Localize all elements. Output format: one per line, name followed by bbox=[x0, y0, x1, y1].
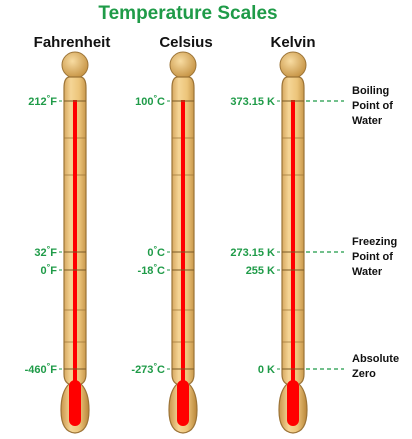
annotation: Freezing Point of Water bbox=[306, 236, 397, 278]
scale-name: Celsius bbox=[159, 34, 212, 51]
mark-unit: F bbox=[50, 364, 57, 376]
mark-value: 273.15 bbox=[230, 247, 264, 259]
annotation: Boiling Point of Water bbox=[306, 85, 393, 127]
mark-label: 373.15 K bbox=[230, 96, 275, 108]
annotation: Absolute Zero bbox=[306, 353, 399, 380]
annotation-line: Boiling bbox=[352, 85, 389, 97]
thermometers: Fahrenheit212°F32°F0°F-460°FCelsius100°C… bbox=[25, 34, 316, 434]
mark-label: -460°F bbox=[25, 361, 58, 376]
mercury-bulb bbox=[69, 380, 81, 426]
mark-unit: F bbox=[50, 247, 57, 259]
annotation-line: Water bbox=[352, 266, 383, 278]
scale-name: Kelvin bbox=[270, 34, 315, 51]
mark-value: -273 bbox=[131, 364, 153, 376]
mark-label: -273°C bbox=[131, 361, 165, 376]
mark-unit: K bbox=[267, 247, 275, 259]
annotation-line: Absolute bbox=[352, 353, 399, 365]
annotation-line: Water bbox=[352, 115, 383, 127]
mark-value: -18 bbox=[138, 265, 154, 277]
mercury-column bbox=[73, 100, 77, 385]
mark-unit: C bbox=[157, 364, 165, 376]
annotation-line: Point of bbox=[352, 251, 393, 263]
mark-unit: K bbox=[267, 96, 275, 108]
mark-label: 255 K bbox=[246, 265, 275, 277]
mark-unit: C bbox=[157, 265, 165, 277]
scale-name: Fahrenheit bbox=[34, 34, 111, 51]
mark-label: 0°C bbox=[147, 244, 165, 259]
mark-value: 373.15 bbox=[230, 96, 264, 108]
degree-sign: ° bbox=[47, 93, 51, 103]
mercury-bulb bbox=[177, 380, 189, 426]
degree-sign: ° bbox=[47, 244, 51, 254]
thermometer-cap bbox=[61, 51, 89, 79]
mark-value: 0 bbox=[41, 265, 47, 277]
mark-label: 0°F bbox=[41, 262, 58, 277]
diagram-title: Temperature Scales bbox=[98, 3, 277, 24]
mark-unit: K bbox=[267, 265, 275, 277]
thermometer-cap bbox=[169, 51, 197, 79]
mark-label: 273.15 K bbox=[230, 247, 275, 259]
mark-label: -18°C bbox=[138, 262, 166, 277]
degree-sign: ° bbox=[153, 361, 157, 371]
mark-unit: F bbox=[50, 265, 57, 277]
mercury-column bbox=[291, 100, 295, 385]
degree-sign: ° bbox=[47, 262, 51, 272]
degree-sign: ° bbox=[153, 93, 157, 103]
degree-sign: ° bbox=[153, 262, 157, 272]
mark-value: 212 bbox=[28, 96, 46, 108]
annotations: Boiling Point of Water Freezing Point of Wate… bbox=[306, 85, 399, 380]
mark-value: 100 bbox=[135, 96, 153, 108]
degree-sign: ° bbox=[153, 244, 157, 254]
mark-unit: K bbox=[267, 364, 275, 376]
mercury-column bbox=[181, 100, 185, 385]
mark-label: 212°F bbox=[28, 93, 57, 108]
mark-value: -460 bbox=[25, 364, 47, 376]
annotation-line: Freezing bbox=[352, 236, 397, 248]
mark-value: 0 bbox=[147, 247, 153, 259]
mark-unit: C bbox=[157, 247, 165, 259]
annotation-line: Point of bbox=[352, 100, 393, 112]
degree-sign: ° bbox=[47, 361, 51, 371]
mark-value: 255 bbox=[246, 265, 264, 277]
mercury-bulb bbox=[287, 380, 299, 426]
mark-unit: C bbox=[157, 96, 165, 108]
mark-unit: F bbox=[50, 96, 57, 108]
mark-value: 32 bbox=[34, 247, 46, 259]
thermometer-cap bbox=[279, 51, 307, 79]
annotation-line: Zero bbox=[352, 368, 376, 380]
mark-label: 32°F bbox=[34, 244, 57, 259]
mark-label: 100°C bbox=[135, 93, 165, 108]
mark-value: 0 bbox=[258, 364, 264, 376]
